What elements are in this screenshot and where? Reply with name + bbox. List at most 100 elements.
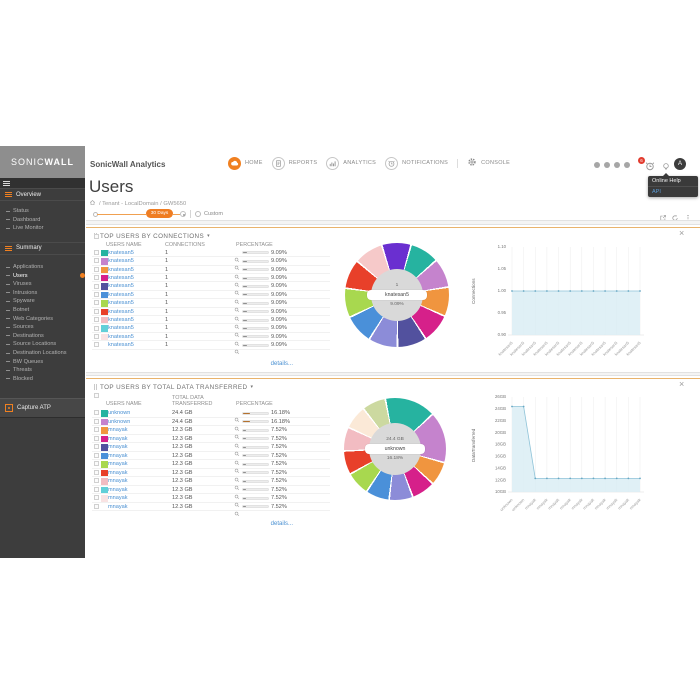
search-icon[interactable] [234, 317, 240, 335]
sidebar-item-destination-locations[interactable]: Destination Locations [0, 349, 85, 358]
sidebar-item-viruses[interactable]: Viruses [0, 280, 85, 289]
row-checkbox[interactable] [94, 317, 99, 323]
row-checkbox[interactable] [94, 258, 99, 264]
sidebar-item-status[interactable]: Status [0, 207, 85, 216]
user-name-link[interactable]: knatesan5 [108, 325, 134, 332]
row-checkbox[interactable] [94, 495, 99, 501]
sidebar-item-intrusions[interactable]: Intrusions [0, 289, 85, 298]
search-icon[interactable] [234, 283, 240, 301]
hamburger-icon[interactable] [3, 180, 10, 186]
row-checkbox[interactable] [94, 283, 99, 289]
export-icon[interactable] [659, 209, 667, 221]
user-name-link[interactable]: knatesan5 [108, 283, 134, 290]
row-checkbox[interactable] [94, 291, 99, 297]
chevron-down-icon[interactable]: ▾ [207, 233, 210, 239]
row-checkbox[interactable] [94, 469, 99, 475]
sidebar-item-capture-atp[interactable]: Capture ATP [0, 398, 85, 418]
row-checkbox[interactable] [94, 410, 99, 416]
user-name-link[interactable]: knatesan5 [108, 333, 134, 340]
user-name-link[interactable]: mnayak [108, 427, 128, 433]
row-checkbox[interactable] [94, 249, 99, 255]
search-icon[interactable] [234, 342, 240, 360]
row-checkbox[interactable] [94, 418, 99, 424]
row-checkbox[interactable] [94, 275, 99, 281]
nav-console[interactable]: CONSOLE [467, 154, 510, 172]
user-name-link[interactable]: mnayak [108, 503, 128, 510]
sidebar-item-sources[interactable]: Sources [0, 323, 85, 332]
nav-analytics[interactable]: ANALYTICS [326, 156, 376, 170]
kebab-menu-icon[interactable] [684, 209, 692, 222]
user-name-link[interactable]: knatesan5 [108, 258, 134, 265]
search-icon[interactable] [234, 292, 240, 310]
row-checkbox[interactable] [94, 427, 99, 433]
search-icon[interactable] [234, 309, 240, 327]
select-all-checkbox[interactable] [94, 234, 99, 239]
user-name-link[interactable]: knatesan5 [108, 291, 134, 298]
user-name-link[interactable]: knatesan5 [108, 342, 134, 349]
search-icon[interactable] [234, 267, 240, 285]
row-checkbox[interactable] [94, 503, 99, 509]
nav-notifications[interactable]: NOTIFICATIONS [385, 156, 448, 170]
user-name-link[interactable]: knatesan5 [108, 266, 134, 273]
row-checkbox[interactable] [94, 478, 99, 484]
slider-track-right[interactable] [173, 214, 180, 215]
user-name-link[interactable]: knatesan5 [108, 249, 134, 256]
row-checkbox[interactable] [94, 444, 99, 450]
avatar[interactable]: A [674, 158, 686, 170]
sidebar-item-spyware[interactable]: Spyware [0, 297, 85, 306]
close-icon[interactable]: × [679, 228, 685, 238]
search-icon[interactable] [234, 436, 240, 454]
search-icon[interactable] [234, 470, 240, 488]
row-checkbox[interactable] [94, 342, 99, 348]
search-icon[interactable] [234, 410, 240, 428]
row-checkbox[interactable] [94, 435, 99, 441]
search-icon[interactable] [234, 487, 240, 505]
user-name-link[interactable]: knatesan5 [108, 274, 134, 281]
row-checkbox[interactable] [94, 486, 99, 492]
user-name-link[interactable]: mnayak [108, 486, 128, 493]
search-icon[interactable] [234, 478, 240, 496]
sidebar-item-bw-queues[interactable]: BW Queues [0, 357, 85, 366]
notifications-bell-button[interactable]: 6 [638, 157, 656, 171]
search-icon[interactable] [234, 258, 240, 276]
search-icon[interactable] [234, 461, 240, 479]
user-name-link[interactable]: unknown [108, 418, 131, 425]
row-checkbox[interactable] [94, 333, 99, 339]
custom-range-radio[interactable] [195, 211, 201, 217]
slider-track[interactable] [97, 214, 146, 215]
sidebar-item-users[interactable]: Users [0, 271, 85, 280]
row-checkbox[interactable] [94, 325, 99, 331]
search-icon[interactable] [234, 453, 240, 471]
search-icon[interactable] [234, 300, 240, 318]
user-name-link[interactable]: mnayak [108, 444, 128, 450]
custom-range-label[interactable]: Custom [204, 211, 223, 217]
help-menu-item-online-help[interactable]: Online Help [652, 178, 681, 184]
help-bulb-button[interactable] [661, 159, 671, 177]
close-icon[interactable]: × [679, 379, 685, 389]
details-link[interactable]: details... [270, 361, 293, 367]
sidebar-item-botnet[interactable]: Botnet [0, 306, 85, 315]
sidebar-item-live-monitor[interactable]: Live Monitor [0, 224, 85, 233]
help-menu-item-api[interactable]: API [648, 186, 698, 197]
user-name-link[interactable]: knatesan5 [108, 308, 134, 315]
nav-reports[interactable]: REPORTS [271, 156, 318, 170]
search-icon[interactable] [234, 325, 240, 343]
sidebar-group-header-overview[interactable]: Overview [0, 188, 85, 201]
row-checkbox[interactable] [94, 266, 99, 272]
sidebar-collapse-strip[interactable] [0, 178, 85, 188]
search-icon[interactable] [234, 275, 240, 293]
search-icon[interactable] [234, 419, 240, 437]
search-icon[interactable] [234, 334, 240, 352]
user-name-link[interactable]: mnayak [108, 452, 128, 459]
slider-end-cap[interactable] [180, 211, 186, 217]
user-name-link[interactable]: knatesan5 [108, 316, 134, 323]
user-name-link[interactable]: mnayak [108, 478, 128, 484]
sidebar-group-header-summary[interactable]: Summary [0, 241, 85, 255]
time-range-pill[interactable]: 30 Days [146, 209, 173, 218]
user-name-link[interactable]: mnayak [108, 435, 128, 442]
refresh-icon[interactable] [671, 209, 679, 221]
user-name-link[interactable]: mnayak [108, 461, 128, 467]
sidebar-item-web-categories[interactable]: Web Categories [0, 314, 85, 323]
sidebar-item-applications[interactable]: Applications [0, 263, 85, 272]
search-icon[interactable] [234, 504, 240, 522]
